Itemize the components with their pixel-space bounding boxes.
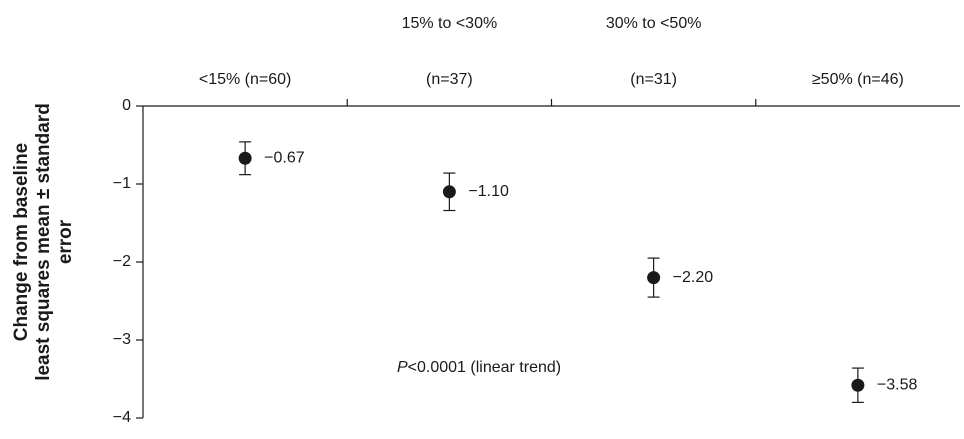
point bbox=[647, 271, 661, 285]
x-tick-label: 30% to <50% bbox=[606, 15, 702, 32]
y-axis-label: error bbox=[55, 219, 76, 264]
value-label: −2.20 bbox=[673, 269, 714, 286]
annotation-italic: P bbox=[397, 359, 408, 376]
point bbox=[442, 185, 456, 199]
y-tick-label: 0 bbox=[122, 97, 131, 114]
y-tick-label: −4 bbox=[113, 409, 131, 426]
error-point bbox=[647, 257, 661, 298]
annotation: P<0.0001 (linear trend) bbox=[397, 359, 561, 376]
y-axis-label: least squares mean ± standard bbox=[33, 103, 54, 381]
y-tick-label: −2 bbox=[113, 253, 131, 270]
y-tick-label: −1 bbox=[113, 175, 131, 192]
error-point bbox=[851, 367, 865, 403]
value-label: −3.58 bbox=[877, 376, 918, 393]
y-tick-label: −3 bbox=[113, 331, 131, 348]
point bbox=[238, 151, 252, 165]
value-label: −0.67 bbox=[264, 149, 305, 166]
x-tick-label: ≥50% (n=46) bbox=[812, 71, 904, 88]
x-tick-label: 15% to <30% bbox=[402, 15, 498, 32]
y-axis-label: Change from baseline bbox=[11, 143, 32, 342]
value-label: −1.10 bbox=[468, 183, 509, 200]
error-point bbox=[442, 172, 456, 212]
x-tick-label: <15% (n=60) bbox=[199, 71, 292, 88]
annotation-text: <0.0001 (linear trend) bbox=[408, 359, 561, 376]
x-tick-label: (n=31) bbox=[630, 71, 677, 88]
point bbox=[851, 378, 865, 392]
error-point bbox=[238, 141, 252, 176]
x-tick-label: (n=37) bbox=[426, 71, 473, 88]
